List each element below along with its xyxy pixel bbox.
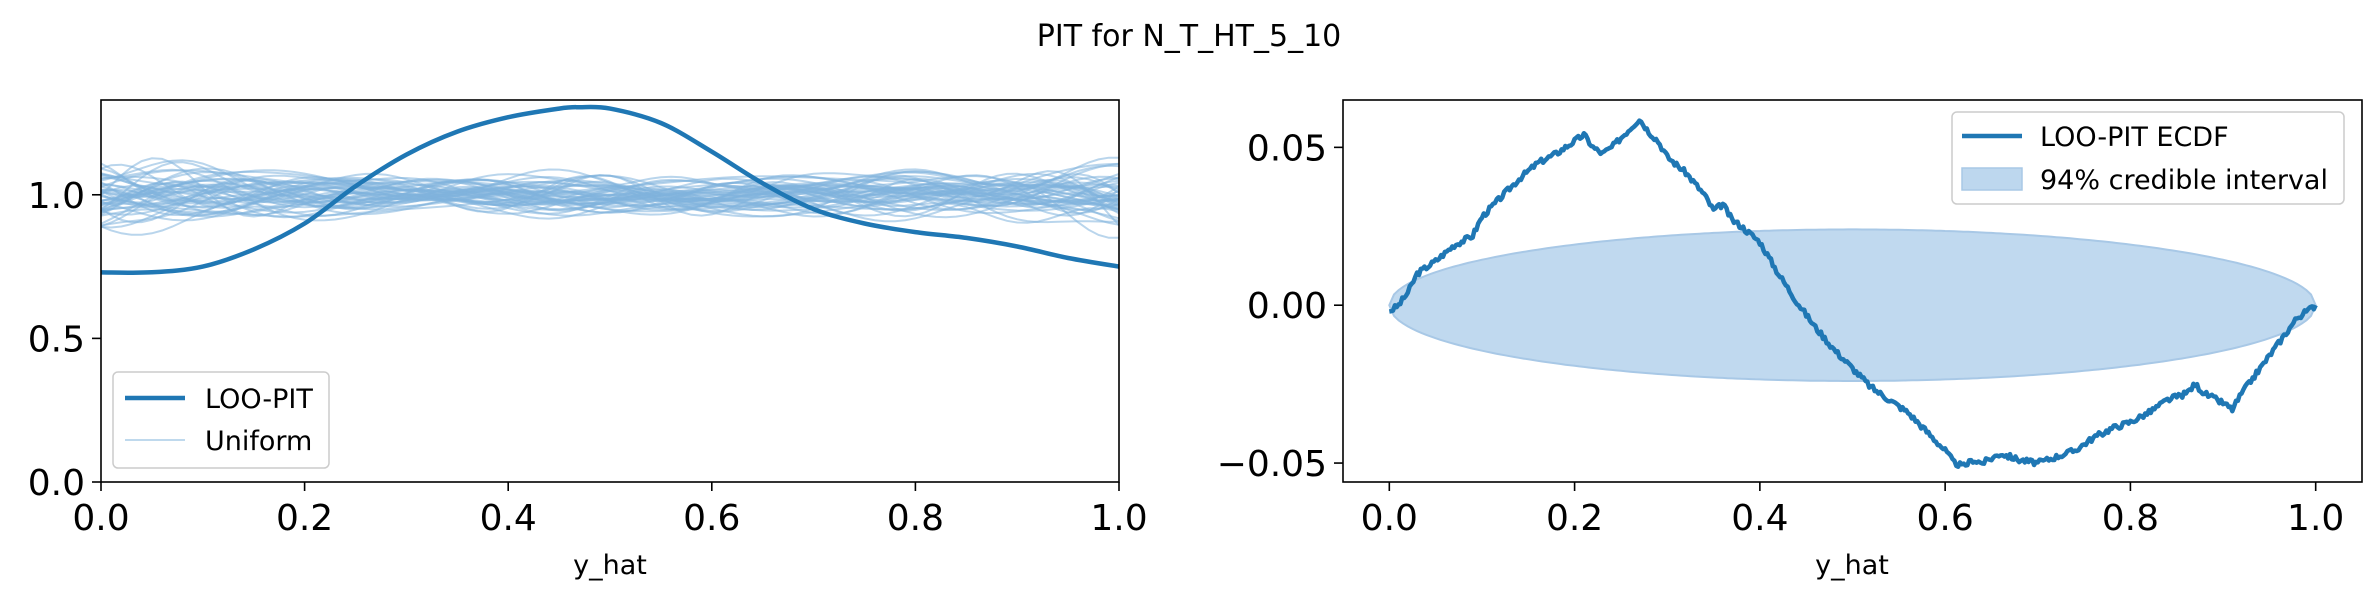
- uniform-lines: [100, 156, 1120, 239]
- figure-title: PIT for N_T_HT_5_10: [1037, 19, 1342, 54]
- loo-pit-kde-panel: 0.0 0.2 0.4 0.6 0.8 1.0 0.0 0.5 1.0 y_hat LOO-P…: [28, 99, 1148, 581]
- y-tick-label: 0.0: [28, 463, 85, 504]
- y-tick-label: 0.00: [1247, 286, 1327, 327]
- right-y-ticks: −0.05 0.00 0.05: [1217, 128, 1343, 485]
- x-tick-label: 0.4: [1731, 498, 1788, 539]
- x-tick-label: 0.8: [887, 498, 944, 539]
- y-tick-label: −0.05: [1217, 444, 1327, 485]
- y-tick-label: 0.05: [1247, 128, 1327, 169]
- uniform-line: [100, 175, 1120, 224]
- left-y-ticks: 0.0 0.5 1.0: [28, 176, 101, 504]
- x-tick-label: 1.0: [1090, 498, 1147, 539]
- uniform-line: [100, 175, 1120, 226]
- loo-pit-line: [100, 104, 1120, 275]
- x-tick-label: 0.2: [1546, 498, 1603, 539]
- x-tick-label: 0.4: [480, 498, 537, 539]
- x-tick-label: 0.8: [2102, 498, 2159, 539]
- x-tick-label: 0.6: [683, 498, 740, 539]
- uniform-line: [100, 173, 1120, 212]
- x-tick-label: 1.0: [2287, 498, 2344, 539]
- right-x-ticks: 0.0 0.2 0.4 0.6 0.8 1.0: [1361, 482, 2344, 539]
- uniform-line: [100, 173, 1120, 214]
- left-legend: LOO-PIT Uniform: [112, 371, 330, 469]
- left-axes-frame: [100, 99, 1120, 483]
- right-x-axis-label: y_hat: [1815, 550, 1889, 581]
- left-x-axis-label: y_hat: [573, 550, 647, 581]
- y-tick-label: 0.5: [28, 319, 85, 360]
- right-axes-frame: [1342, 99, 2363, 483]
- x-tick-label: 0.2: [276, 498, 333, 539]
- uniform-line: [100, 178, 1120, 211]
- uniform-line: [100, 156, 1119, 227]
- uniform-line: [100, 175, 1120, 220]
- right-legend-box: [1951, 111, 2345, 205]
- x-tick-label: 0.0: [1361, 498, 1418, 539]
- legend-label-ecdf: LOO-PIT ECDF: [2040, 122, 2229, 153]
- left-x-ticks: 0.0 0.2 0.4 0.6 0.8 1.0: [72, 482, 1148, 539]
- legend-label-uniform: Uniform: [205, 426, 312, 457]
- credible-interval-band: [1388, 228, 2317, 382]
- right-legend: LOO-PIT ECDF 94% credible interval: [1951, 111, 2345, 205]
- y-tick-label: 1.0: [28, 176, 85, 217]
- legend-label-credible-interval: 94% credible interval: [2040, 165, 2328, 196]
- x-tick-label: 0.0: [72, 498, 129, 539]
- legend-swatch-credible-interval: [1961, 167, 2023, 191]
- x-tick-label: 0.6: [1917, 498, 1974, 539]
- loo-pit-ecdf-line: [1388, 118, 2318, 470]
- legend-label-loo-pit: LOO-PIT: [205, 384, 313, 415]
- loo-pit-ecdf-panel: 0.0 0.2 0.4 0.6 0.8 1.0 −0.05 0.00 0.05 y_hat L…: [1217, 99, 2363, 581]
